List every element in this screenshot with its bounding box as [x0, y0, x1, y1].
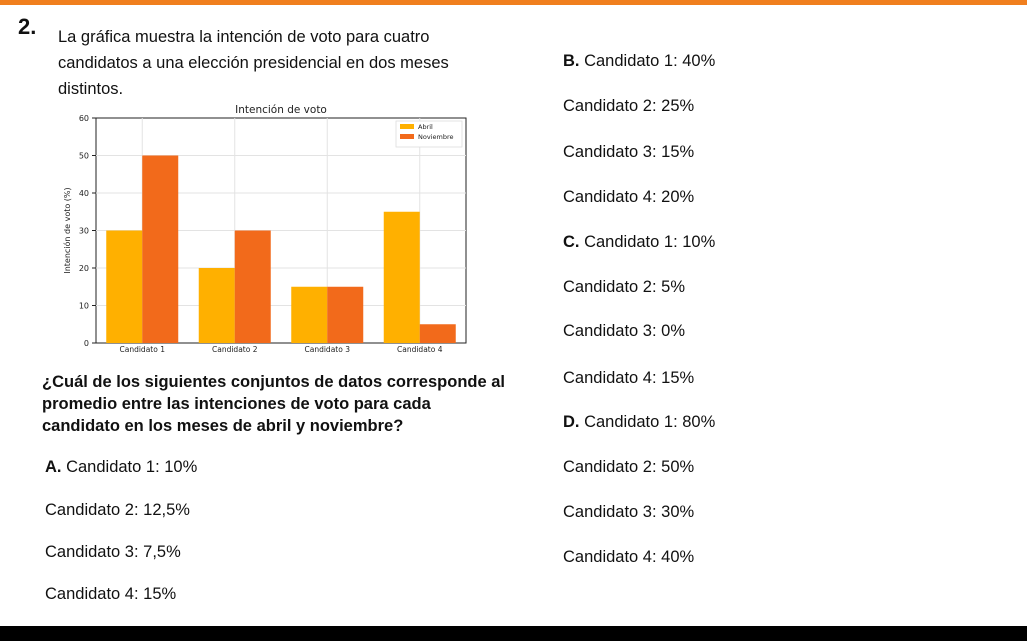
option-b-line-4: Candidato 4: 20%	[563, 188, 695, 206]
option-a-line-2: Candidato 2: 12,5%	[45, 501, 190, 519]
question-prompt: ¿Cuál de los siguientes conjuntos de dat…	[42, 373, 505, 435]
y-axis-label: Intención de voto (%)	[62, 187, 72, 273]
option-a-line-3: Candidato 3: 7,5%	[45, 543, 181, 561]
option-d-line-1[interactable]: D. Candidato 1: 80%	[563, 413, 715, 432]
chart-title: Intención de voto	[235, 104, 327, 116]
legend-label-noviembre: Noviembre	[418, 133, 453, 141]
bottom-edge-bar	[0, 626, 1027, 641]
bar-abril-3	[291, 286, 328, 343]
y-tick-label: 40	[79, 189, 89, 198]
bar-noviembre-2	[234, 230, 271, 343]
x-tick-label: Candidato 1	[120, 345, 166, 354]
option-a-line-1[interactable]: A. Candidato 1: 10%	[45, 458, 197, 477]
option-a-text-1: Candidato 1: 10%	[66, 458, 198, 476]
question-intro: La gráfica muestra la intención de voto …	[58, 28, 449, 98]
legend-label-abril: Abril	[418, 123, 433, 131]
option-a-line-4: Candidato 4: 15%	[45, 585, 177, 603]
option-c-text-1: Candidato 1: 10%	[584, 233, 716, 251]
y-tick-label: 20	[79, 264, 89, 273]
y-tick-label: 0	[84, 339, 89, 348]
option-b-letter: B.	[563, 52, 580, 70]
y-tick-label: 60	[79, 114, 89, 123]
legend-swatch-abril	[400, 124, 414, 129]
y-tick-label: 30	[79, 227, 89, 236]
option-b-line-2: Candidato 2: 25%	[563, 97, 695, 115]
top-accent-bar	[0, 0, 1027, 5]
x-tick-label: Candidato 2	[212, 345, 258, 354]
option-d-line-3: Candidato 3: 30%	[563, 503, 695, 521]
legend-swatch-noviembre	[400, 134, 414, 139]
option-c-line-3: Candidato 3: 0%	[563, 322, 686, 340]
option-d-line-4: Candidato 4: 40%	[563, 548, 695, 566]
bar-abril-2	[198, 268, 235, 343]
option-d-text-1: Candidato 1: 80%	[584, 413, 716, 431]
option-c-letter: C.	[563, 233, 580, 251]
option-c-line-2: Candidato 2: 5%	[563, 278, 686, 296]
bar-abril-4	[383, 211, 420, 343]
bar-noviembre-4	[419, 324, 456, 343]
option-c-line-4: Candidato 4: 15%	[563, 369, 695, 387]
bar-noviembre-1	[142, 155, 179, 343]
bar-noviembre-3	[327, 286, 364, 343]
option-b-line-1[interactable]: B. Candidato 1: 40%	[563, 52, 715, 71]
bar-chart-svg: 0 10 20 30 40 50 60 Candidato 1 Candidato 2 Candi…	[62, 104, 467, 354]
option-a-letter: A.	[45, 458, 62, 476]
bar-abril-1	[106, 230, 143, 343]
option-d-line-2: Candidato 2: 50%	[563, 458, 695, 476]
y-tick-label: 10	[79, 302, 89, 311]
option-b-line-3: Candidato 3: 15%	[563, 143, 695, 161]
question-number: 2.	[18, 14, 37, 39]
vote-intention-chart: 0 10 20 30 40 50 60 Candidato 1 Candidato 2 Candi…	[40, 98, 480, 360]
y-tick-label: 50	[79, 152, 89, 161]
x-tick-label: Candidato 4	[397, 345, 443, 354]
option-d-letter: D.	[563, 413, 580, 431]
option-b-text-1: Candidato 1: 40%	[584, 52, 716, 70]
option-c-line-1[interactable]: C. Candidato 1: 10%	[563, 233, 715, 252]
x-tick-label: Candidato 3	[305, 345, 351, 354]
